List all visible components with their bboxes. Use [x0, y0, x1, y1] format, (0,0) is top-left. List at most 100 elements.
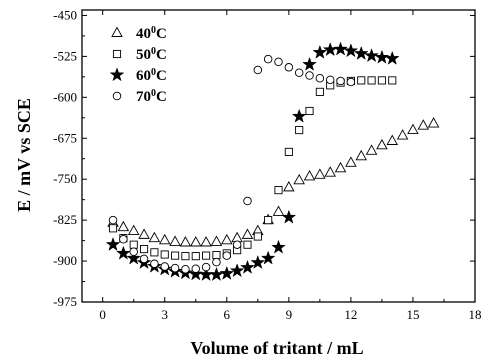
data-point-star — [302, 56, 317, 71]
x-tick-label: 18 — [469, 307, 482, 322]
data-point-circle — [150, 259, 159, 269]
data-point-circle — [212, 257, 221, 267]
legend-label: 400C — [136, 25, 167, 43]
x-tick-label: 9 — [286, 307, 293, 322]
data-point-triangle — [148, 231, 161, 243]
data-point-triangle — [334, 161, 347, 173]
data-points — [105, 41, 440, 281]
data-point-triangle — [386, 134, 399, 145]
data-point-star — [271, 239, 286, 254]
data-point-circle — [201, 262, 211, 272]
data-point-triangle — [324, 166, 336, 177]
data-point-square — [253, 232, 262, 241]
data-point-circle — [294, 68, 304, 78]
data-point-triangle — [179, 236, 192, 247]
x-axis-title: Volume of tritant / mL — [190, 338, 363, 358]
legend-label: 500C — [136, 46, 167, 64]
legend-item-70: 700C — [112, 88, 167, 106]
data-point-square — [315, 87, 324, 96]
data-point-star — [188, 266, 204, 281]
data-point-square — [305, 106, 314, 116]
data-point-triangle — [293, 173, 305, 185]
data-point-circle — [243, 196, 252, 206]
data-point-star — [374, 49, 390, 64]
series-70 — [108, 54, 356, 274]
y-tick-label: -975 — [53, 294, 77, 309]
data-point-triangle — [345, 156, 357, 167]
y-axis-title: E / mV vs SCE — [14, 98, 34, 212]
data-point-square — [150, 248, 159, 257]
x-tick-label: 3 — [161, 307, 168, 322]
legend-item-50: 500C — [112, 46, 167, 64]
data-point-star — [209, 266, 224, 281]
data-point-circle — [181, 265, 190, 274]
data-point-circle — [232, 240, 242, 249]
data-point-star — [312, 44, 328, 59]
data-point-circle — [170, 263, 180, 273]
data-point-star — [229, 263, 245, 278]
data-point-circle — [108, 215, 118, 225]
data-point-square — [357, 76, 366, 85]
data-point-star — [322, 42, 338, 57]
data-point-square — [202, 251, 211, 260]
x-tick-label: 15 — [406, 307, 419, 322]
data-point-triangle — [169, 235, 181, 246]
data-point-circle — [129, 247, 138, 257]
y-tick-label: -675 — [53, 130, 77, 145]
y-tick-label: -525 — [53, 48, 77, 63]
y-tick-label: -750 — [53, 171, 77, 186]
data-point-circle — [160, 262, 169, 271]
data-point-star — [260, 250, 276, 265]
x-tick-label: 6 — [224, 307, 231, 322]
data-point-circle — [191, 264, 201, 273]
data-point-star — [281, 209, 297, 224]
data-point-circle — [315, 73, 325, 83]
data-point-square — [243, 240, 252, 249]
data-point-triangle — [407, 123, 419, 135]
plot-area — [81, 9, 476, 303]
data-point-square — [129, 240, 138, 249]
data-point-triangle — [303, 170, 316, 181]
data-point-triangle — [189, 236, 202, 247]
data-point-square — [171, 251, 180, 260]
x-tick-label: 0 — [99, 307, 106, 322]
y-tick-label: -600 — [53, 89, 77, 104]
data-point-circle — [346, 77, 356, 87]
data-point-triangle — [283, 180, 295, 192]
data-point-triangle — [417, 119, 430, 130]
data-point-square — [388, 76, 397, 85]
data-point-triangle — [314, 168, 326, 179]
data-point-triangle — [427, 117, 440, 128]
data-point-circle — [325, 75, 335, 85]
data-point-triangle — [138, 228, 150, 239]
legend-label: 600C — [136, 67, 167, 85]
axis-ticks: 0 3 6 9 12 15 18 -450 -525 -600 -675 -750 -825 -900 -9… — [53, 7, 481, 322]
data-point-square — [140, 245, 149, 254]
data-point-triangle — [200, 236, 212, 247]
data-point-star — [353, 45, 369, 60]
legend-item-60: 600C — [109, 67, 167, 85]
legend-label: 700C — [136, 88, 167, 106]
data-point-triangle — [241, 228, 254, 239]
data-point-circle — [305, 71, 314, 80]
data-point-triangle — [272, 205, 285, 216]
series-50 — [108, 76, 397, 261]
legend-marker-triangle — [111, 26, 123, 37]
y-tick-label: -450 — [53, 7, 77, 22]
data-point-star — [240, 259, 255, 274]
data-point-circle — [336, 76, 345, 86]
data-point-triangle — [396, 129, 409, 140]
legend-marker-circle — [112, 91, 122, 101]
plot-border — [81, 9, 476, 303]
data-point-square — [108, 224, 118, 233]
data-point-square — [377, 76, 386, 85]
data-point-circle — [263, 54, 273, 64]
data-point-square — [264, 216, 273, 225]
data-point-star — [115, 245, 131, 260]
data-point-triangle — [210, 235, 223, 246]
data-point-star — [384, 50, 400, 65]
data-point-circle — [253, 65, 263, 75]
data-point-circle — [222, 251, 232, 260]
x-tick-label: 12 — [344, 307, 357, 322]
